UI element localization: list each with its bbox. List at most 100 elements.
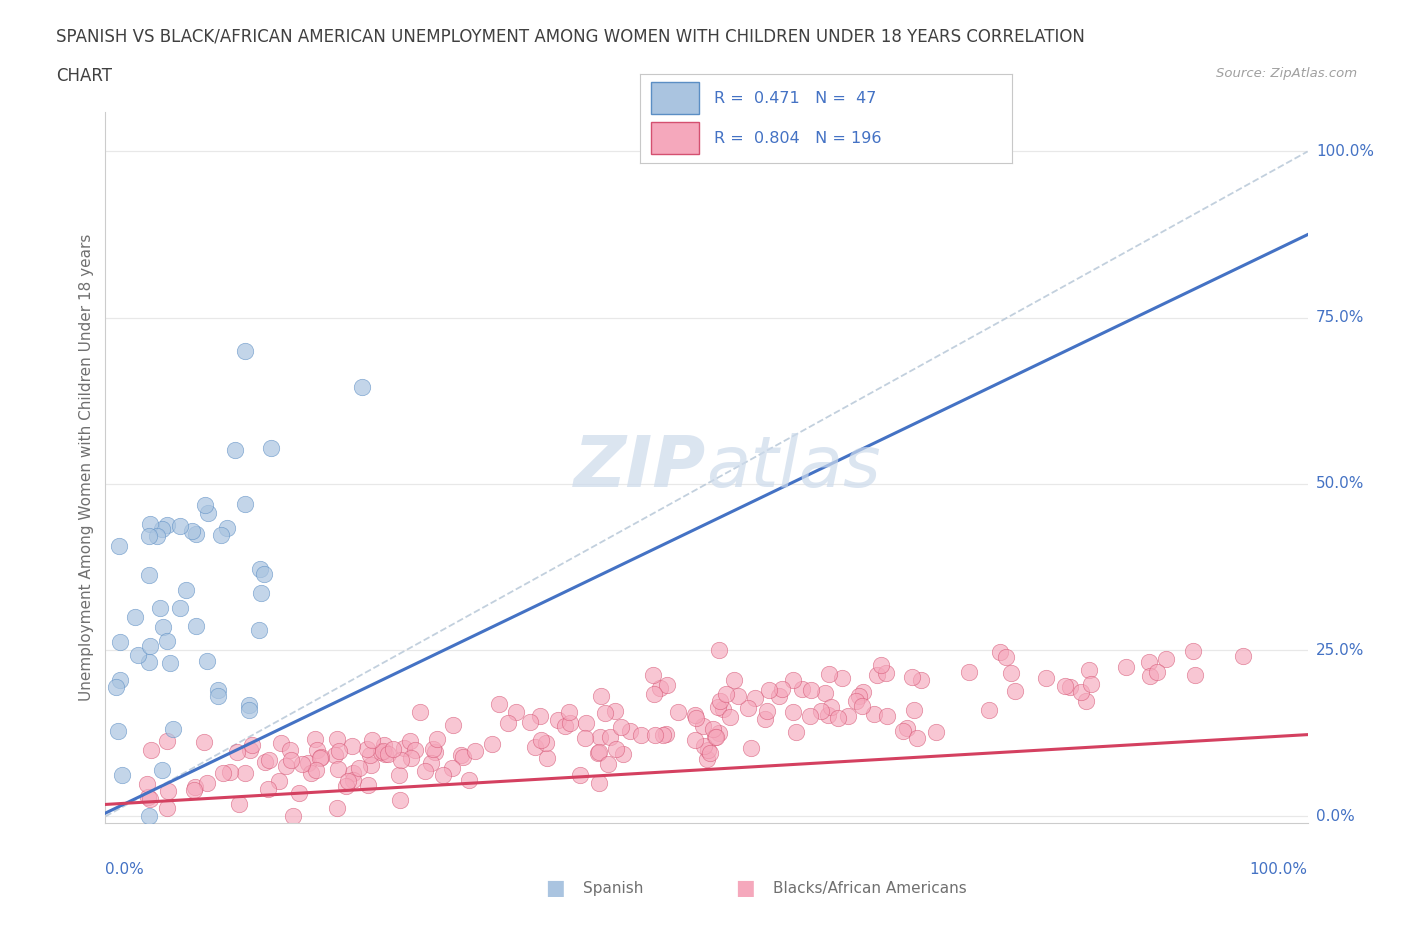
Point <box>238 698 260 712</box>
Text: Source: ZipAtlas.com: Source: ZipAtlas.com <box>1216 67 1357 80</box>
Text: R =  0.804   N = 196: R = 0.804 N = 196 <box>714 130 882 145</box>
Point <box>193 735 215 750</box>
Point <box>136 790 159 804</box>
Point <box>903 702 925 717</box>
Point <box>845 694 868 709</box>
Text: 0.0%: 0.0% <box>1316 809 1354 824</box>
Point <box>529 709 551 724</box>
Point <box>575 715 598 730</box>
Point <box>156 801 179 816</box>
Point <box>150 763 173 777</box>
Point <box>1137 654 1160 669</box>
Point <box>139 516 162 531</box>
Point <box>159 656 181 671</box>
Text: 100.0%: 100.0% <box>1316 144 1374 159</box>
Point <box>207 683 229 698</box>
Point <box>138 791 160 806</box>
Point <box>568 767 591 782</box>
Point <box>233 497 256 512</box>
Point <box>619 724 641 738</box>
Point <box>156 784 179 799</box>
Point <box>440 761 463 776</box>
Point <box>870 658 893 672</box>
Point <box>422 741 444 756</box>
Point <box>817 708 839 723</box>
Point <box>1232 648 1254 663</box>
Point <box>554 719 576 734</box>
Point <box>609 720 631 735</box>
Point <box>924 724 946 739</box>
Point <box>340 738 363 753</box>
Point <box>1074 694 1097 709</box>
Point <box>389 792 412 807</box>
Point <box>547 712 569 727</box>
Point <box>139 743 162 758</box>
Point <box>249 586 271 601</box>
Point <box>905 730 928 745</box>
Point <box>707 643 730 658</box>
Point <box>558 705 581 720</box>
Point <box>425 745 447 760</box>
Point <box>350 379 373 394</box>
Point <box>104 680 127 695</box>
Point <box>593 706 616 721</box>
Point <box>377 746 399 761</box>
Point <box>253 566 276 581</box>
Point <box>108 672 131 687</box>
Point <box>183 782 205 797</box>
Point <box>837 709 859 724</box>
Text: 50.0%: 50.0% <box>1316 476 1364 491</box>
Point <box>148 601 170 616</box>
Point <box>323 748 346 763</box>
Point <box>195 654 218 669</box>
Point <box>404 743 426 758</box>
Point <box>827 711 849 725</box>
Y-axis label: Unemployment Among Women with Children Under 18 years: Unemployment Among Women with Children U… <box>79 233 94 701</box>
Point <box>488 697 510 711</box>
Point <box>124 609 146 624</box>
Point <box>197 506 219 521</box>
Point <box>683 733 706 748</box>
Point <box>820 699 842 714</box>
Point <box>848 689 870 704</box>
Point <box>536 751 558 765</box>
Text: ZIP: ZIP <box>574 432 707 502</box>
Point <box>814 685 837 700</box>
Point <box>588 745 610 760</box>
Point <box>1035 671 1057 685</box>
Point <box>184 618 207 633</box>
Text: Blacks/African Americans: Blacks/African Americans <box>773 881 967 896</box>
Point <box>768 688 790 703</box>
Text: R =  0.471   N =  47: R = 0.471 N = 47 <box>714 91 876 106</box>
Point <box>299 766 322 781</box>
Point <box>281 809 304 824</box>
Point <box>169 519 191 534</box>
Point <box>225 744 247 759</box>
Point <box>1059 680 1081 695</box>
Point <box>699 746 721 761</box>
Bar <box>651 83 699 114</box>
Point <box>910 672 932 687</box>
Point <box>254 754 277 769</box>
Point <box>270 736 292 751</box>
Point <box>709 725 731 740</box>
Point <box>464 743 486 758</box>
Point <box>194 498 217 512</box>
Point <box>901 670 924 684</box>
Point <box>714 686 737 701</box>
Point <box>851 698 873 713</box>
Point <box>342 773 364 788</box>
Point <box>875 666 897 681</box>
Point <box>389 752 412 767</box>
Point <box>107 724 129 738</box>
Point <box>155 634 177 649</box>
Point <box>995 649 1018 664</box>
Point <box>704 729 727 744</box>
Point <box>359 748 381 763</box>
Point <box>453 750 475 764</box>
Point <box>399 751 422 765</box>
Point <box>817 667 839 682</box>
Point <box>534 736 557 751</box>
Point <box>756 704 779 719</box>
Point <box>496 716 519 731</box>
